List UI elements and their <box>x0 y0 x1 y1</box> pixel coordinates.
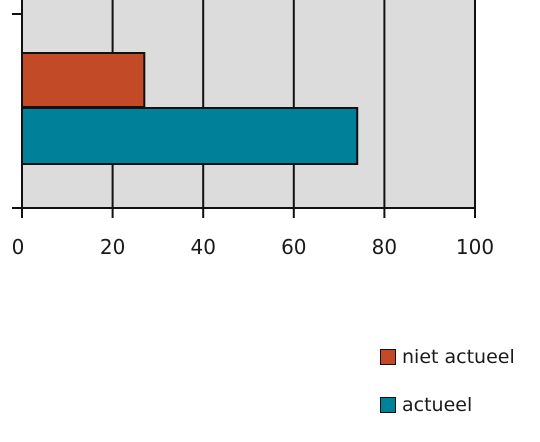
x-tick-label-60: 60 <box>281 235 306 259</box>
x-tick-label-100: 100 <box>456 235 494 259</box>
x-tick-label-0: 0 <box>12 235 25 259</box>
bar-chart: 0 20 40 60 80 100 <box>12 0 494 259</box>
bar-niet-actueel <box>21 52 146 108</box>
legend-label-actueel: actueel <box>402 394 473 416</box>
legend-item-actueel: actueel <box>380 394 515 416</box>
legend-item-niet-actueel: niet actueel <box>380 346 515 368</box>
x-tick-label-20: 20 <box>100 235 125 259</box>
legend-swatch-niet-actueel <box>380 349 396 365</box>
x-tick-label-80: 80 <box>372 235 397 259</box>
x-tick-label-40: 40 <box>190 235 215 259</box>
legend-label-niet-actueel: niet actueel <box>402 346 515 368</box>
legend: niet actueel actueel <box>380 346 515 442</box>
legend-swatch-actueel <box>380 397 396 413</box>
bar-actueel <box>21 107 359 165</box>
